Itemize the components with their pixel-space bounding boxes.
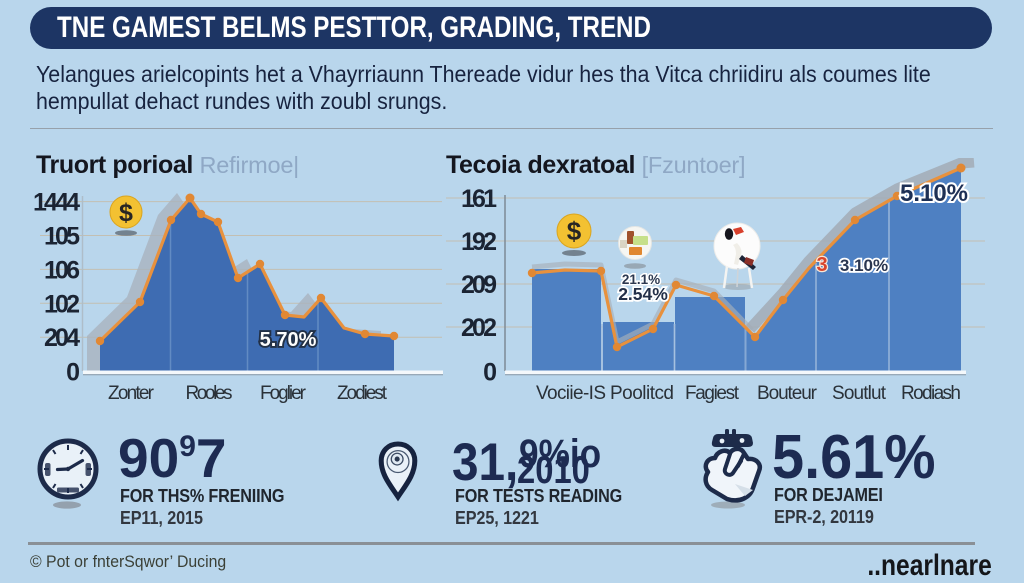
svg-text:192: 192	[461, 228, 497, 256]
svg-text:0: 0	[66, 359, 80, 387]
svg-text:Rodiash: Rodiash	[901, 383, 961, 404]
svg-text:Foglier: Foglier	[260, 383, 307, 404]
svg-text:5.10%: 5.10%	[900, 180, 968, 207]
svg-text:5.70%: 5.70%	[260, 329, 317, 351]
svg-text:1444: 1444	[33, 189, 80, 217]
svg-text:2.54%: 2.54%	[618, 284, 668, 304]
svg-text:$: $	[119, 199, 133, 227]
svg-text:Zonter: Zonter	[108, 383, 155, 404]
svg-text:106: 106	[44, 256, 80, 284]
svg-text:Vociie-IS: Vociie-IS	[536, 383, 606, 404]
svg-text:$: $	[567, 216, 582, 246]
svg-text:Soutlut: Soutlut	[832, 383, 887, 404]
svg-text:3: 3	[816, 254, 827, 276]
svg-text:102: 102	[44, 290, 80, 318]
svg-text:Zodiest: Zodiest	[337, 383, 388, 404]
svg-text:161: 161	[461, 185, 497, 213]
svg-text:202: 202	[461, 314, 497, 342]
svg-text:21.1%: 21.1%	[622, 272, 660, 287]
svg-text:105: 105	[44, 223, 80, 251]
svg-text:204: 204	[44, 324, 80, 352]
svg-text:Fagiest: Fagiest	[685, 383, 740, 404]
svg-text:Bouteur: Bouteur	[757, 383, 818, 404]
svg-text:Rooles: Rooles	[186, 383, 233, 404]
svg-text:3.10%: 3.10%	[840, 256, 888, 275]
svg-text:0: 0	[483, 359, 497, 387]
svg-text:Poolitcd: Poolitcd	[610, 383, 674, 404]
svg-text:209: 209	[461, 271, 497, 299]
